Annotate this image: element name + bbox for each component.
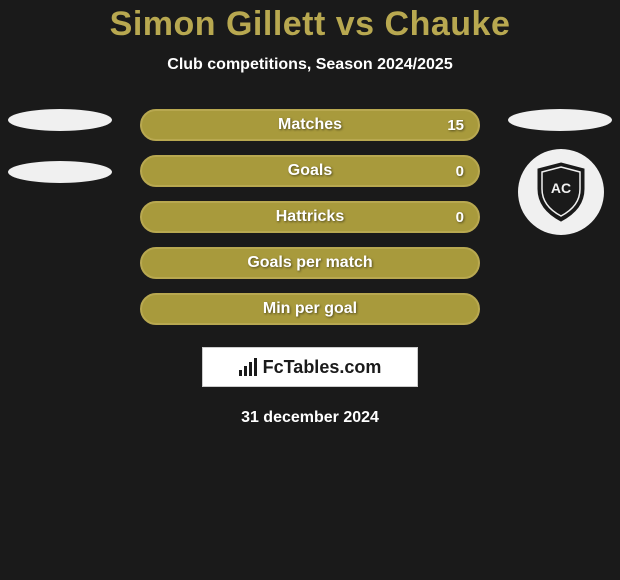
player1-badge-2 — [8, 161, 112, 183]
stat-label: Goals per match — [247, 254, 372, 272]
logo-box: FcTables.com — [202, 347, 418, 387]
main-container: Simon Gillett vs Chauke Club competition… — [0, 0, 620, 427]
player1-badge-1 — [8, 109, 112, 131]
stat-bar-hattricks: Hattricks 0 — [140, 201, 480, 233]
logo-text: FcTables.com — [263, 357, 382, 378]
date-footer: 31 december 2024 — [0, 409, 620, 427]
logo-content: FcTables.com — [239, 357, 382, 378]
stat-label: Matches — [278, 116, 342, 134]
stat-right-value: 15 — [447, 117, 464, 134]
stat-bar-goals-per-match: Goals per match — [140, 247, 480, 279]
left-player-badges — [8, 109, 112, 213]
stat-right-value: 0 — [456, 163, 464, 180]
stat-bar-matches: Matches 15 — [140, 109, 480, 141]
shield-icon: AC — [534, 161, 588, 223]
right-player-badges: AC — [508, 109, 612, 235]
stat-bar-min-per-goal: Min per goal — [140, 293, 480, 325]
stat-label: Goals — [288, 162, 332, 180]
player2-club-badge: AC — [518, 149, 604, 235]
stat-label: Hattricks — [276, 208, 344, 226]
stats-section: AC Matches 15 Goals 0 Hattricks 0 — [0, 109, 620, 427]
svg-text:AC: AC — [551, 180, 571, 196]
chart-bars-icon — [239, 358, 257, 376]
stat-right-value: 0 — [456, 209, 464, 226]
player2-badge-1 — [508, 109, 612, 131]
stat-label: Min per goal — [263, 300, 357, 318]
stat-bar-goals: Goals 0 — [140, 155, 480, 187]
subtitle: Club competitions, Season 2024/2025 — [0, 56, 620, 74]
page-title: Simon Gillett vs Chauke — [0, 5, 620, 44]
